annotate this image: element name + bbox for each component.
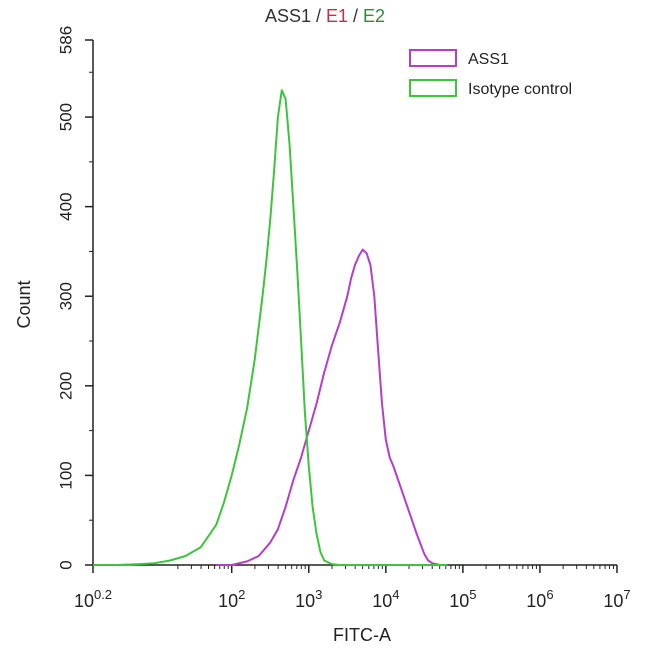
y-tick-label-300: 300 bbox=[56, 282, 75, 310]
legend-swatch-1 bbox=[409, 79, 457, 97]
y-tick-label-100: 100 bbox=[56, 461, 75, 489]
y-axis: 0 100 200 300 400 500 586 bbox=[56, 26, 93, 570]
legend: ASS1 Isotype control bbox=[409, 49, 572, 98]
x-tick-label-6: 107 bbox=[603, 587, 630, 611]
x-tick-label-4: 105 bbox=[449, 587, 476, 611]
legend-swatch-0 bbox=[409, 49, 457, 67]
y-axis-label: Count bbox=[14, 280, 34, 328]
y-tick-label-586: 586 bbox=[56, 26, 75, 54]
legend-label-1: Isotype control bbox=[468, 81, 572, 98]
x-axis: 100.2 102 103 104 105 106 107 bbox=[74, 565, 631, 611]
chart-title: ASS1 / E1 / E2 bbox=[265, 6, 385, 26]
x-tick-label-5: 106 bbox=[526, 587, 553, 611]
x-tick-label-0: 100.2 bbox=[74, 587, 112, 611]
y-tick-label-200: 200 bbox=[56, 372, 75, 400]
x-tick-label-1: 102 bbox=[218, 587, 245, 611]
title-part-1: / bbox=[311, 6, 326, 26]
y-tick-label-500: 500 bbox=[56, 103, 75, 131]
x-tick-label-3: 104 bbox=[372, 587, 399, 611]
title-part-2: E1 bbox=[326, 6, 348, 26]
series-line-isotype-control bbox=[93, 89, 448, 566]
title-part-0: ASS1 bbox=[265, 6, 311, 26]
legend-label-0: ASS1 bbox=[468, 51, 509, 68]
series-lines bbox=[93, 89, 448, 566]
series-line-ass1 bbox=[216, 248, 448, 566]
chart-title-text: ASS1 / E1 / E2 bbox=[265, 6, 385, 26]
title-part-4: E2 bbox=[363, 6, 385, 26]
y-tick-label-400: 400 bbox=[56, 192, 75, 220]
x-axis-label: FITC-A bbox=[333, 625, 391, 645]
plot-area bbox=[92, 40, 617, 566]
y-tick-label-0: 0 bbox=[56, 560, 75, 569]
x-tick-label-2: 103 bbox=[295, 587, 322, 611]
title-part-3: / bbox=[348, 6, 363, 26]
